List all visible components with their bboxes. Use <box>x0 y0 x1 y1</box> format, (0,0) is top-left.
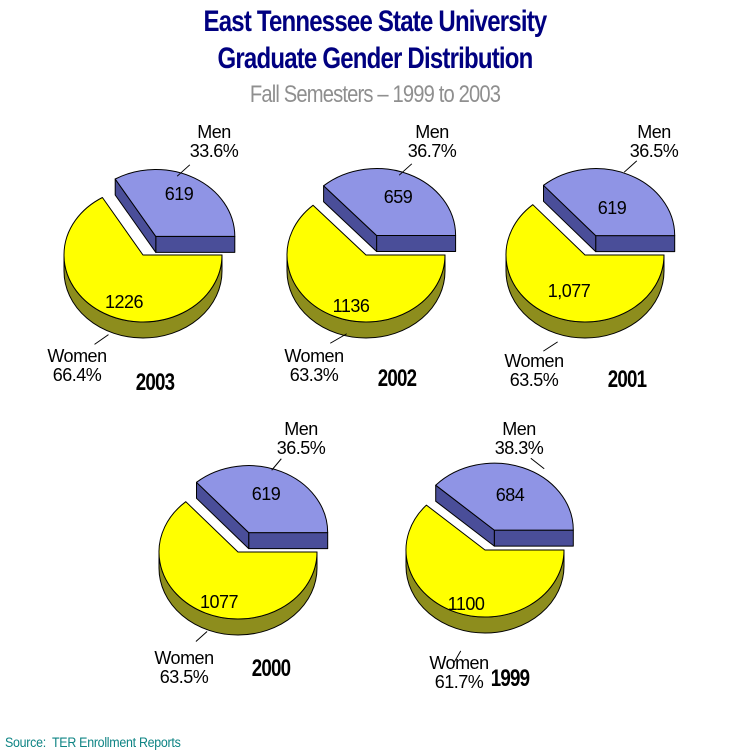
women-value-label: 1,077 <box>547 281 591 301</box>
women-slice <box>505 204 665 323</box>
men-pct-label: 36.5% <box>629 141 679 161</box>
men-slice <box>543 168 676 237</box>
men-slice <box>114 168 236 237</box>
men-label-text: Men <box>637 122 671 142</box>
men-slice <box>196 465 329 534</box>
women-label: Women 61.7% <box>404 654 514 692</box>
women-pct-label: 63.3% <box>289 365 339 385</box>
men-slice <box>323 167 457 236</box>
women-label-text: Women <box>47 346 107 366</box>
women-pct-label: 63.5% <box>509 370 559 390</box>
pie-2003 <box>63 168 236 339</box>
pie-group-2003: Men 33.6% 619 1226 Women 66.4% 2003 <box>28 118 258 408</box>
men-label: Men 36.5% <box>246 420 356 458</box>
men-slice-side-right <box>376 235 457 252</box>
women-value-label: 1136 <box>332 296 370 316</box>
pie-group-2001: Men 36.5% 619 1,077 Women 63.5% 2001 <box>470 118 700 408</box>
year-label: 2001 <box>607 366 647 393</box>
men-pct-label: 36.5% <box>276 438 326 458</box>
year-label: 1999 <box>490 665 530 692</box>
women-slice <box>63 197 223 323</box>
women-value-label: 1100 <box>447 594 485 614</box>
pie-group-1999: Men 38.3% 684 1100 Women 61.7% 1999 <box>370 413 600 703</box>
pie-2000 <box>158 465 329 636</box>
men-label: Men 33.6% <box>159 123 269 161</box>
women-pct-label: 63.5% <box>159 667 209 687</box>
women-label: Women 66.4% <box>22 347 132 385</box>
men-slice-side-right <box>248 532 329 550</box>
men-pct-label: 36.7% <box>407 141 457 161</box>
women-value-label: 1077 <box>199 592 239 612</box>
men-label-text: Men <box>415 122 449 142</box>
men-value-label: 619 <box>597 198 627 218</box>
men-value-label: 684 <box>495 485 525 505</box>
men-slice-side-right <box>155 235 236 253</box>
men-label: Men 36.5% <box>599 123 709 161</box>
pie-1999 <box>405 462 574 634</box>
women-label-text: Women <box>154 648 214 668</box>
men-value-label: 619 <box>164 184 194 204</box>
pie-group-2000: Men 36.5% 619 1077 Women 63.5% 2000 <box>123 415 353 705</box>
women-pct-label: 61.7% <box>434 672 484 692</box>
men-label-text: Men <box>197 122 231 142</box>
pie-2001 <box>505 168 676 339</box>
women-slice <box>286 204 446 323</box>
men-pct-label: 33.6% <box>189 141 239 161</box>
women-label-text: Women <box>284 346 344 366</box>
men-slice-side-right <box>595 235 676 253</box>
year-label: 2002 <box>377 365 417 392</box>
women-slice <box>158 501 318 620</box>
women-value-label: 1226 <box>104 292 144 312</box>
men-label-text: Men <box>502 419 536 439</box>
men-slice-side-right <box>493 529 574 547</box>
chart-subtitle: Fall Semesters – 1999 to 2003 <box>249 81 501 108</box>
chart-title: East Tennessee State University Graduate… <box>75 3 675 77</box>
chart-title-line2: Graduate Gender Distribution <box>217 42 534 75</box>
pie-2002 <box>286 167 457 339</box>
chart-title-line1: East Tennessee State University <box>203 5 548 38</box>
men-label: Men 38.3% <box>464 420 574 458</box>
women-label-text: Women <box>429 653 489 673</box>
women-label: Women 63.5% <box>129 649 239 687</box>
women-label: Women 63.3% <box>259 347 369 385</box>
source-note: Source: TER Enrollment Reports Office of… <box>5 698 257 750</box>
men-slice <box>435 462 574 531</box>
men-value-label: 659 <box>383 187 413 207</box>
men-label-text: Men <box>284 419 318 439</box>
men-value-label: 619 <box>251 484 281 504</box>
women-label-text: Women <box>504 351 564 371</box>
women-slice <box>405 504 565 618</box>
year-label: 2000 <box>251 655 291 682</box>
pie-group-2002: Men 36.7% 659 1136 Women 63.3% 2002 <box>251 118 481 408</box>
men-pct-label: 38.3% <box>494 438 544 458</box>
women-label: Women 63.5% <box>479 352 589 390</box>
women-pct-label: 66.4% <box>52 365 102 385</box>
men-label: Men 36.7% <box>377 123 487 161</box>
source-line1: Source: TER Enrollment Reports <box>5 735 181 750</box>
year-label: 2003 <box>135 369 175 396</box>
